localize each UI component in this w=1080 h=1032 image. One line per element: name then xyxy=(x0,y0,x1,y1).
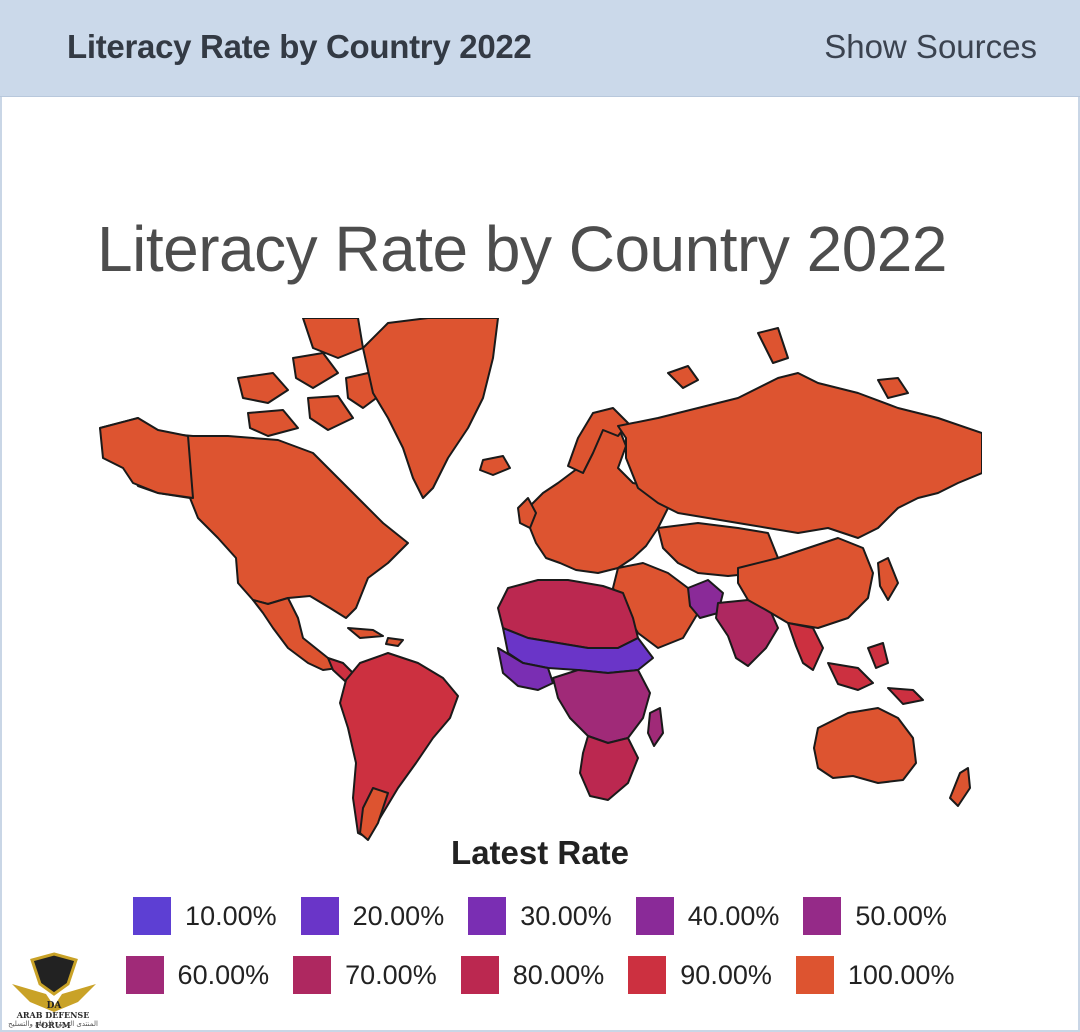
legend-item: 50.00% xyxy=(803,897,947,935)
region-west-africa xyxy=(497,647,554,691)
region-alaska xyxy=(99,417,194,499)
chart-title: Literacy Rate by Country 2022 xyxy=(97,213,947,285)
legend-item: 70.00% xyxy=(293,956,437,994)
region-new-zealand xyxy=(949,767,971,807)
legend-swatch xyxy=(300,897,339,935)
svg-text:DA: DA xyxy=(47,1001,63,1011)
legend-label: 100.00% xyxy=(847,959,955,990)
region-caribbean xyxy=(347,627,404,647)
region-greenland xyxy=(362,318,499,499)
show-sources-link[interactable]: Show Sources xyxy=(824,28,1037,65)
legend-item: 80.00% xyxy=(460,956,605,994)
legend-swatch xyxy=(468,897,507,935)
region-arctic-islands xyxy=(237,318,384,437)
region-arctic-russia xyxy=(667,327,909,399)
legend-row-2: 60.00% 70.00% 80.00% 90.00% 100.00% xyxy=(0,956,1080,994)
legend-label: 50.00% xyxy=(855,900,947,931)
region-south-america xyxy=(339,652,459,839)
region-iceland xyxy=(479,455,511,476)
world-map xyxy=(99,318,982,841)
region-southeast-asia xyxy=(787,622,889,691)
page-title: Literacy Rate by Country 2022 xyxy=(67,28,532,65)
legend-swatch xyxy=(635,897,674,935)
region-japan-korea xyxy=(877,557,899,601)
legend-label: 80.00% xyxy=(512,959,605,990)
legend-label: 40.00% xyxy=(687,900,780,931)
legend-item: 90.00% xyxy=(628,956,772,994)
legend-item: 30.00% xyxy=(468,897,612,935)
legend-swatch xyxy=(803,897,842,935)
region-uk xyxy=(517,497,537,529)
region-australia xyxy=(813,707,917,784)
legend-swatch xyxy=(460,956,499,994)
legend-swatch xyxy=(795,956,834,994)
region-mexico xyxy=(252,597,339,671)
legend-item: 40.00% xyxy=(635,897,780,935)
region-papua xyxy=(887,687,924,705)
legend-swatch xyxy=(133,897,172,935)
legend-item: 60.00% xyxy=(125,956,270,994)
legend-swatch xyxy=(293,956,332,994)
legend-label: 10.00% xyxy=(185,900,277,931)
legend-row-1: 10.00% 20.00% 30.00% 40.00% 50.00% xyxy=(0,897,1080,935)
region-central-africa xyxy=(552,669,651,744)
region-madagascar xyxy=(647,707,664,747)
legend-swatch xyxy=(628,956,667,994)
watermark-line1: ARAB DEFENSE FORUM xyxy=(16,1010,90,1030)
legend-label: 70.00% xyxy=(345,959,437,990)
legend-title: Latest Rate xyxy=(451,834,629,871)
top-bar: Literacy Rate by Country 2022 Show Sourc… xyxy=(0,0,1080,97)
region-russia xyxy=(617,372,982,539)
legend-item: 100.00% xyxy=(795,956,955,994)
legend-label: 90.00% xyxy=(680,959,772,990)
legend-label: 20.00% xyxy=(352,900,445,931)
region-chile-argentina xyxy=(359,787,389,841)
legend-swatch xyxy=(125,956,164,994)
legend-item: 10.00% xyxy=(133,897,277,935)
watermark-line2: المنتدى العربي للدفاع والتسليح xyxy=(8,1020,98,1028)
region-southern-africa xyxy=(579,735,639,801)
arab-defense-forum-logo: DA xyxy=(12,952,96,1012)
region-china xyxy=(737,537,874,629)
legend-label: 60.00% xyxy=(177,959,270,990)
legend-item: 20.00% xyxy=(300,897,445,935)
legend-label: 30.00% xyxy=(520,900,612,931)
